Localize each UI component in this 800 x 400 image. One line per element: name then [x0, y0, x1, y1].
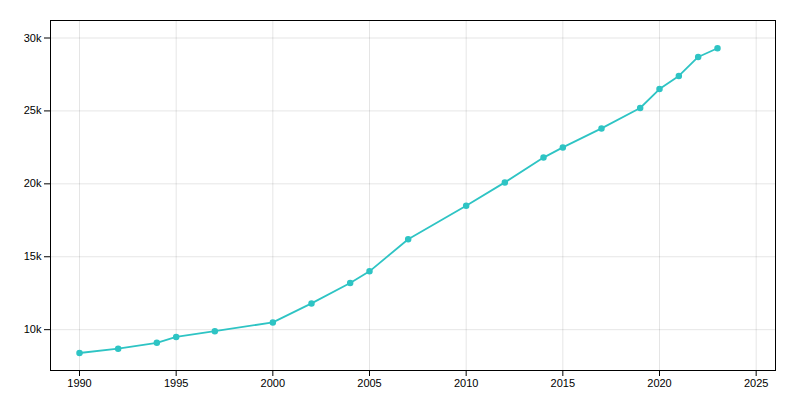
svg-text:20k: 20k	[24, 177, 42, 189]
svg-text:15k: 15k	[24, 250, 42, 262]
svg-text:30k: 30k	[24, 32, 42, 44]
svg-text:2010: 2010	[454, 377, 478, 389]
svg-text:2005: 2005	[357, 377, 381, 389]
svg-text:1995: 1995	[164, 377, 188, 389]
svg-text:2000: 2000	[261, 377, 285, 389]
svg-text:1990: 1990	[67, 377, 91, 389]
svg-text:2015: 2015	[551, 377, 575, 389]
svg-text:25k: 25k	[24, 104, 42, 116]
svg-text:2020: 2020	[647, 377, 671, 389]
svg-text:2025: 2025	[744, 377, 768, 389]
svg-text:10k: 10k	[24, 323, 42, 335]
